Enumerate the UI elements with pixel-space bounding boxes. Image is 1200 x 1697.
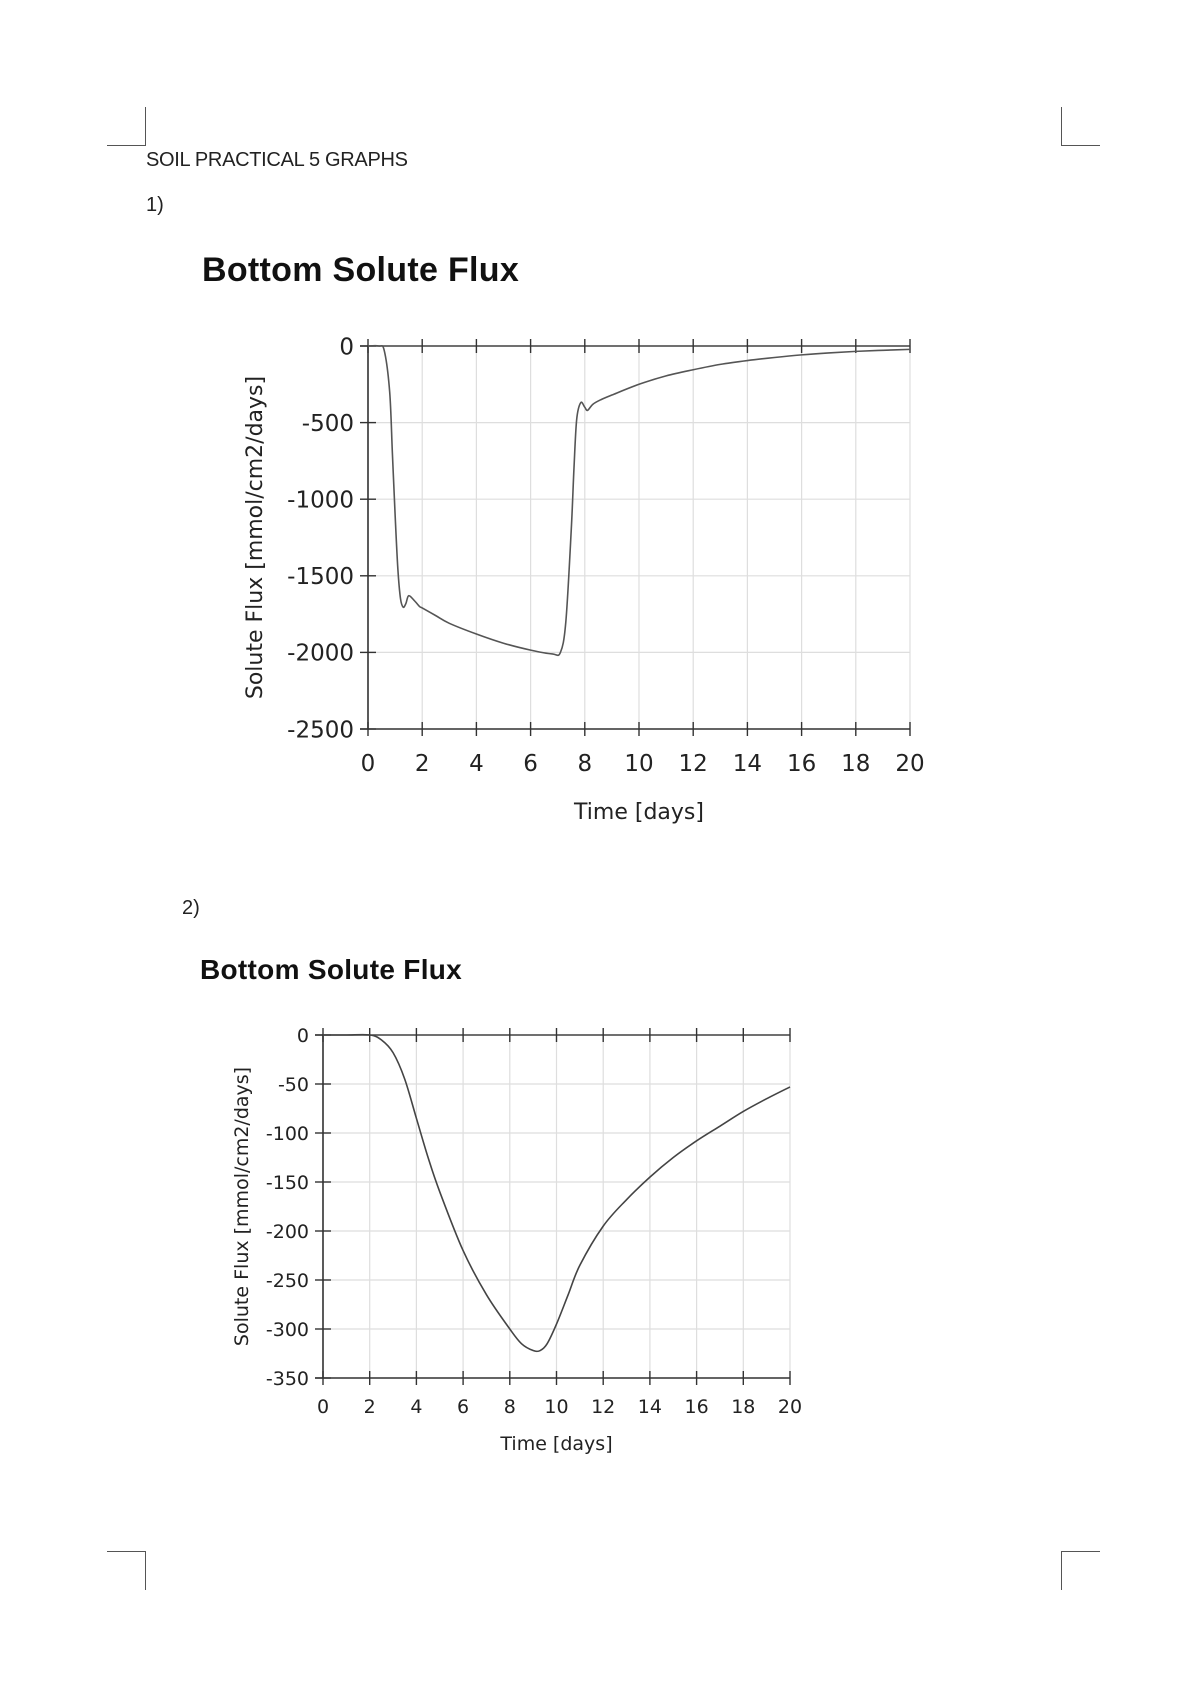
y-tick-label: -250 [266, 1270, 309, 1292]
data-series-line [323, 1033, 791, 1353]
x-tick-label: 14 [638, 1396, 662, 1418]
y-tick-label: -350 [266, 1368, 309, 1390]
x-tick-label: 0 [317, 1396, 329, 1418]
chart-1-title: Bottom Solute Flux [202, 251, 520, 289]
x-tick-label: 12 [679, 751, 708, 777]
section-label-2: 2) [182, 897, 200, 919]
y-tick-label: -50 [278, 1074, 309, 1096]
y-tick-label: -200 [266, 1221, 309, 1243]
x-tick-label: 14 [733, 751, 762, 777]
x-tick-label: 20 [778, 1396, 802, 1418]
x-tick-label: 16 [787, 751, 816, 777]
y-tick-label: -300 [266, 1319, 309, 1341]
x-tick-label: 4 [469, 751, 484, 777]
chart-2-solute-flux: 0 2 4 6 8 10 12 14 16 18 20 0 -50 -100 -150 -200 -250 -30… [231, 1025, 802, 1455]
y-tick-label: -150 [266, 1172, 309, 1194]
crop-mark-bottom-left [107, 1551, 146, 1590]
x-tick-label: 18 [731, 1396, 755, 1418]
data-series-line [367, 344, 911, 657]
x-tick-label: 8 [504, 1396, 516, 1418]
crop-mark-top-left [107, 107, 146, 146]
chart-2-title: Bottom Solute Flux [200, 954, 463, 985]
x-tick-label: 20 [895, 751, 924, 777]
y-tick-label: -500 [302, 411, 354, 437]
x-tick-label: 10 [544, 1396, 568, 1418]
section-label-1: 1) [146, 194, 164, 216]
x-axis-label: Time [days] [499, 1433, 612, 1455]
y-tick-label: 0 [339, 334, 354, 360]
x-tick-label: 18 [841, 751, 870, 777]
x-tick-label: 2 [415, 751, 430, 777]
x-axis-label: Time [days] [573, 800, 704, 825]
y-tick-label: -1500 [287, 564, 354, 590]
crop-mark-bottom-right [1061, 1551, 1100, 1590]
chart-1-solute-flux: 0 2 4 6 8 10 12 14 16 18 20 0 -500 -1000 -1500 -2000 -25… [243, 334, 925, 825]
y-axis-label: Solute Flux [mmol/cm2/days] [243, 376, 268, 699]
crop-mark-top-right [1061, 107, 1100, 146]
y-tick-label: -2500 [287, 717, 354, 743]
x-tick-label: 8 [577, 751, 592, 777]
x-tick-label: 4 [410, 1396, 422, 1418]
x-tick-label: 0 [361, 751, 376, 777]
x-tick-label: 6 [457, 1396, 469, 1418]
x-tick-label: 12 [591, 1396, 615, 1418]
y-tick-label: -100 [266, 1123, 309, 1145]
document-title: SOIL PRACTICAL 5 GRAPHS [146, 149, 408, 171]
x-tick-label: 6 [523, 751, 538, 777]
y-tick-label: -1000 [287, 487, 354, 513]
y-tick-label: -2000 [287, 641, 354, 667]
x-tick-label: 16 [685, 1396, 709, 1418]
y-axis-label: Solute Flux [mmol/cm2/days] [231, 1067, 253, 1346]
y-tick-label: 0 [297, 1025, 309, 1047]
x-tick-label: 2 [364, 1396, 376, 1418]
x-tick-label: 10 [624, 751, 653, 777]
